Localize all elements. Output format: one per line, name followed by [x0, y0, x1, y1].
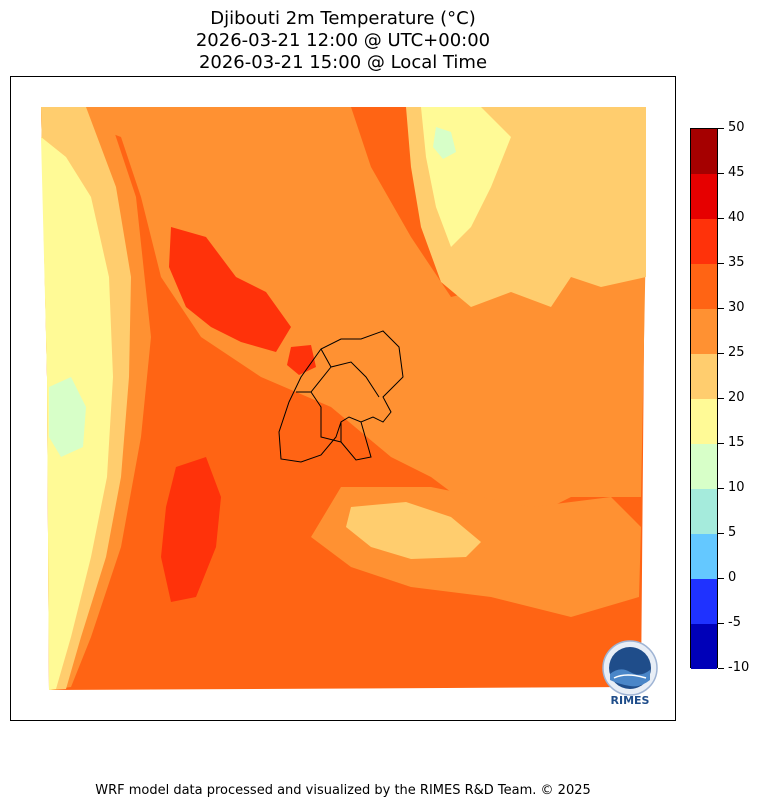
colorbar-tick	[718, 623, 724, 624]
title-line-2: 2026-03-21 12:00 @ UTC+00:00	[195, 30, 491, 51]
colorbar-tick	[718, 578, 724, 579]
colorbar-segment	[691, 489, 717, 534]
field-20-25-south	[346, 502, 481, 559]
title-line-1: Djibouti 2m Temperature (°C)	[210, 8, 476, 29]
colorbar-tick-label: 50	[728, 120, 745, 135]
colorbar-tick	[718, 173, 724, 174]
colorbar-tick-label: 35	[728, 255, 745, 270]
colorbar-tick	[718, 488, 724, 489]
field-10-15-ne	[433, 127, 456, 159]
colorbar-tick	[718, 533, 724, 534]
colorbar-tick	[718, 668, 724, 669]
title-line-3: 2026-03-21 15:00 @ Local Time	[198, 52, 488, 73]
colorbar-segment	[691, 399, 717, 444]
map-frame	[10, 76, 676, 721]
field-10-15-west	[49, 377, 86, 457]
colorbar-tick	[718, 308, 724, 309]
colorbar-tick-label: -10	[728, 660, 750, 675]
field-25-30-north	[41, 107, 646, 517]
colorbar-segment	[691, 219, 717, 264]
colorbar-tick-label: 0	[728, 570, 737, 585]
field-35-40-small	[287, 345, 316, 375]
colorbar-tick-label: 15	[728, 435, 745, 450]
colorbar-segment	[691, 534, 717, 579]
colorbar-tick-label: 5	[728, 525, 737, 540]
colorbar-segment	[691, 129, 717, 174]
colorbar-tick-label: 10	[728, 480, 745, 495]
colorbar-segment	[691, 579, 717, 624]
djibouti-border	[278, 330, 404, 463]
colorbar-tick-label: 20	[728, 390, 745, 405]
colorbar	[690, 128, 718, 669]
colorbar-segment	[691, 444, 717, 489]
colorbar-tick-label: 45	[728, 165, 745, 180]
rimes-logo: RIMES	[598, 640, 662, 708]
colorbar-tick	[718, 353, 724, 354]
colorbar-tick	[718, 218, 724, 219]
colorbar-segment	[691, 264, 717, 309]
rimes-logo-icon	[602, 640, 658, 696]
colorbar-tick-label: 40	[728, 210, 745, 225]
colorbar-tick-label: -5	[728, 615, 741, 630]
region-borders	[296, 348, 380, 461]
colorbar-segment	[691, 624, 717, 669]
colorbar-tick	[718, 443, 724, 444]
colorbar-tick-label: 25	[728, 345, 745, 360]
colorbar-tick-label: 30	[728, 300, 745, 315]
field-35-40-afar	[169, 227, 291, 352]
logo-text: RIMES	[610, 694, 650, 707]
colorbar-tick	[718, 263, 724, 264]
colorbar-tick	[718, 128, 724, 129]
chart-title: Djibouti 2m Temperature (°C) 2026-03-21 …	[0, 8, 686, 74]
field-35-40-south	[161, 457, 221, 602]
colorbar-segment	[691, 174, 717, 219]
temperature-map	[41, 107, 646, 690]
colorbar-segment	[691, 309, 717, 354]
colorbar-tick	[718, 398, 724, 399]
credit-footer: WRF model data processed and visualized …	[95, 783, 591, 798]
colorbar-segment	[691, 354, 717, 399]
